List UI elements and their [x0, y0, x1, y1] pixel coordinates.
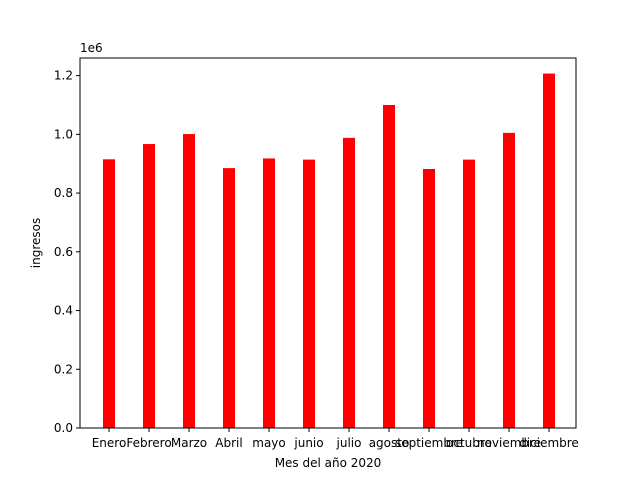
x-tick-label: julio — [336, 436, 362, 450]
x-tick-label: mayo — [252, 436, 286, 450]
plot-frame — [79, 57, 577, 429]
bar-mayo — [263, 158, 275, 428]
bar-Enero — [103, 159, 115, 429]
x-tick-label: Abril — [215, 436, 242, 450]
y-tick-label: 0.6 — [54, 245, 73, 259]
x-tick-label: Marzo — [171, 436, 207, 450]
x-tick-label: octubre — [446, 436, 492, 450]
bar-junio — [303, 159, 315, 428]
x-tick-label: diciembre — [519, 436, 579, 450]
bar-septiembre — [423, 169, 435, 428]
x-tick-label: agosto — [369, 436, 410, 450]
bar-julio — [343, 137, 355, 428]
bar-Febrero — [143, 144, 155, 429]
y-tick-label: 0.8 — [54, 186, 73, 200]
bar-Abril — [223, 168, 235, 428]
y-tick-label: 1.2 — [54, 69, 73, 83]
x-tick-label: junio — [293, 436, 323, 450]
y-tick-label: 0.4 — [54, 304, 73, 318]
y-axis-label: ingresos — [29, 218, 43, 268]
y-tick-label: 0.0 — [54, 421, 73, 435]
y-axis-ticks: 0.0 0.2 0.4 0.6 0.8 1.0 1.2 — [54, 69, 80, 435]
x-tick-label: Febrero — [126, 436, 171, 450]
bar-noviembre — [503, 132, 515, 428]
x-axis-ticks: Enero Febrero Marzo Abril mayo junio julio agos… — [92, 428, 579, 450]
bar-Marzo — [183, 134, 195, 429]
bar-agosto — [383, 104, 395, 428]
x-tick-label: Enero — [92, 436, 127, 450]
bar-octubre — [463, 159, 475, 428]
x-axis-label: Mes del año 2020 — [275, 456, 382, 470]
y-axis-offset-label: 1e6 — [80, 41, 103, 55]
bars-group — [103, 73, 555, 429]
y-tick-label: 1.0 — [54, 127, 73, 141]
y-tick-label: 0.2 — [54, 362, 73, 376]
bar-diciembre — [543, 73, 555, 429]
x-tick-label: noviembre — [477, 436, 541, 450]
x-tick-label: septiembre — [395, 436, 463, 450]
